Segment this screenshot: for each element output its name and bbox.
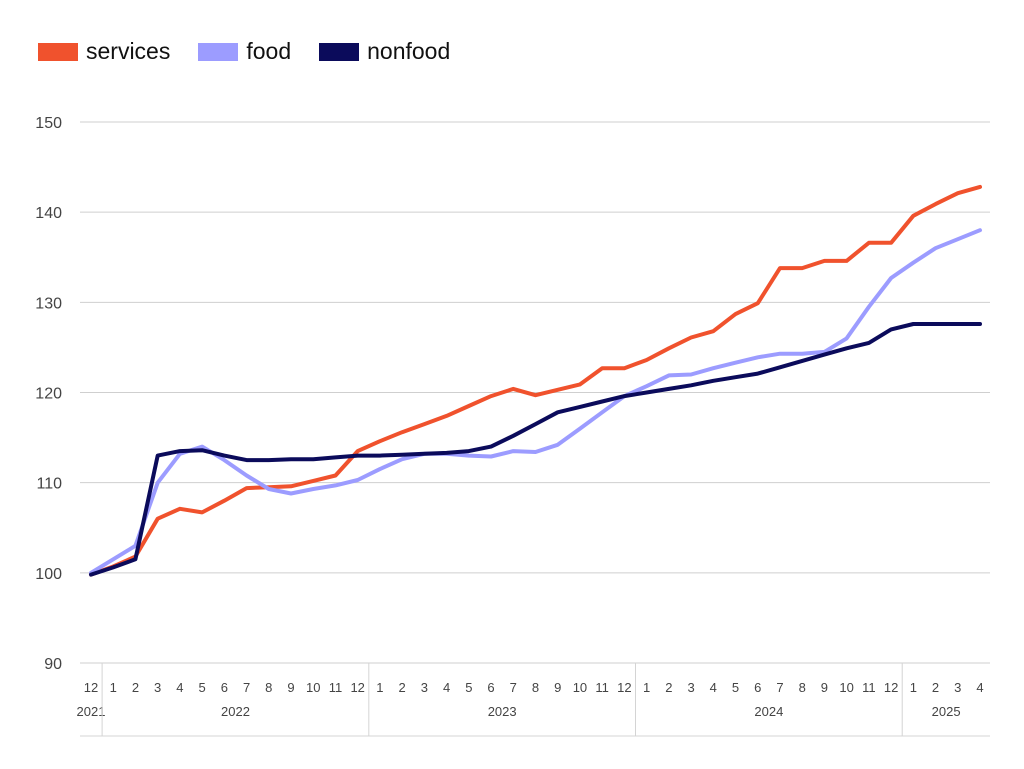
x-tick-label: 8 (265, 680, 272, 695)
x-tick-label: 3 (421, 680, 428, 695)
x-year-label: 2023 (488, 704, 517, 719)
y-tick-label: 120 (35, 386, 62, 403)
x-tick-label: 8 (799, 680, 806, 695)
x-year-label: 2025 (932, 704, 961, 719)
x-tick-label: 6 (487, 680, 494, 695)
legend-item-food[interactable]: food (198, 38, 291, 65)
x-tick-label: 5 (465, 680, 472, 695)
y-tick-label: 140 (35, 205, 62, 222)
x-tick-label: 4 (710, 680, 717, 695)
y-tick-label: 110 (36, 476, 62, 493)
x-tick-label: 10 (306, 680, 320, 695)
x-tick-label: 4 (176, 680, 183, 695)
x-tick-label: 1 (110, 680, 117, 695)
x-tick-label: 11 (329, 680, 343, 695)
legend-swatch-services (38, 42, 78, 61)
x-tick-label: 9 (287, 680, 294, 695)
x-tick-label: 11 (595, 680, 609, 695)
x-tick-label: 5 (199, 680, 206, 695)
x-tick-label: 3 (154, 680, 161, 695)
y-tick-label: 150 (35, 115, 62, 132)
x-axis: 12 1 2 3 4 5 6 7 8 9 10 11 12 1 2 3 4 5 6 7 8 9 10 11 12 1 2 3 4 5 6 7 8… (77, 663, 990, 737)
x-year-label: 2024 (754, 704, 783, 719)
series-line-food (89, 228, 982, 575)
series-line-services (89, 184, 982, 577)
y-tick-label: 130 (35, 295, 62, 312)
legend-swatch-nonfood (319, 42, 360, 61)
x-tick-label: 9 (821, 680, 828, 695)
x-tick-label: 4 (976, 680, 983, 695)
x-year-label: 2022 (221, 704, 250, 719)
y-axis: 90 100 110 120 130 140 150 (35, 115, 62, 673)
x-tick-label: 2 (932, 680, 939, 695)
x-tick-label: 7 (776, 680, 783, 695)
x-tick-label: 6 (221, 680, 228, 695)
series-layer (89, 184, 982, 577)
x-tick-label: 7 (243, 680, 250, 695)
x-tick-label: 3 (687, 680, 694, 695)
grid-layer (80, 121, 990, 664)
x-tick-label: 4 (443, 680, 450, 695)
x-tick-label: 12 (617, 680, 631, 695)
legend-label-services: services (86, 38, 171, 64)
chart-legend: services food nonfood (38, 38, 478, 65)
x-year-label: 2021 (77, 704, 106, 719)
x-tick-label: 9 (554, 680, 561, 695)
x-tick-label: 12 (84, 680, 98, 695)
x-tick-label: 2 (132, 680, 139, 695)
legend-label-nonfood: nonfood (367, 38, 451, 64)
x-tick-label: 12 (884, 680, 898, 695)
series-line-nonfood (89, 322, 982, 577)
x-tick-label: 1 (643, 680, 650, 695)
x-tick-label: 6 (754, 680, 761, 695)
x-tick-label: 3 (954, 680, 961, 695)
x-tick-label: 2 (399, 680, 406, 695)
x-tick-label: 1 (376, 680, 383, 695)
x-tick-label: 2 (665, 680, 672, 695)
y-tick-label: 100 (35, 566, 62, 583)
x-tick-label: 10 (839, 680, 853, 695)
x-tick-label: 7 (510, 680, 517, 695)
y-tick-label: 90 (44, 656, 62, 673)
x-tick-label: 10 (573, 680, 587, 695)
x-tick-label: 11 (862, 680, 876, 695)
x-tick-label: 1 (910, 680, 917, 695)
legend-label-food: food (246, 38, 292, 64)
x-tick-label: 8 (532, 680, 539, 695)
legend-item-nonfood[interactable]: nonfood (319, 38, 450, 65)
x-tick-label: 5 (732, 680, 739, 695)
legend-swatch-food (198, 42, 239, 61)
x-tick-label: 12 (350, 680, 364, 695)
legend-item-services[interactable]: services (38, 38, 170, 65)
